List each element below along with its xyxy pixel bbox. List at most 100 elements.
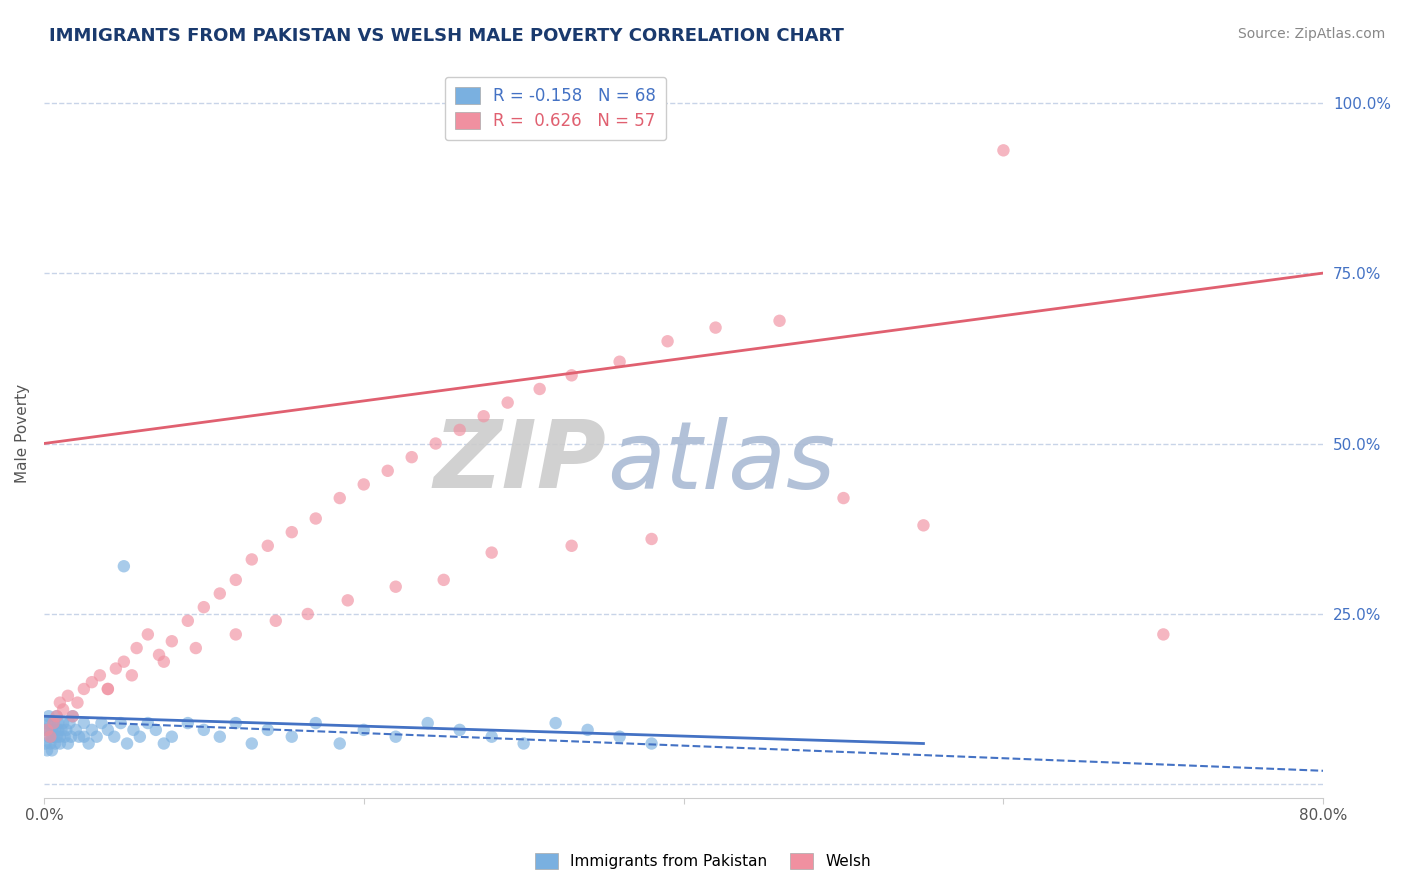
Point — [1152, 627, 1174, 641]
Point — [184, 641, 207, 656]
Point — [44, 723, 66, 737]
Point — [472, 409, 495, 424]
Point — [56, 737, 79, 751]
Point — [44, 737, 66, 751]
Point — [112, 559, 135, 574]
Point — [425, 436, 447, 450]
Text: atlas: atlas — [607, 417, 835, 508]
Point — [145, 723, 167, 737]
Point — [58, 716, 80, 731]
Point — [52, 702, 75, 716]
Point — [39, 730, 62, 744]
Point — [41, 723, 63, 737]
Point — [256, 723, 278, 737]
Point — [110, 716, 132, 731]
Point — [55, 723, 77, 737]
Point — [89, 668, 111, 682]
Point — [38, 730, 60, 744]
Y-axis label: Male Poverty: Male Poverty — [15, 384, 30, 483]
Point — [56, 689, 79, 703]
Point — [281, 730, 304, 744]
Point — [39, 716, 62, 731]
Point — [53, 730, 76, 744]
Point — [52, 716, 75, 731]
Point — [657, 334, 679, 349]
Point — [297, 607, 319, 621]
Point — [449, 723, 471, 737]
Point — [481, 730, 503, 744]
Point — [609, 730, 631, 744]
Point — [38, 709, 60, 723]
Point — [153, 737, 176, 751]
Point — [433, 573, 456, 587]
Point — [115, 737, 138, 751]
Point — [97, 681, 120, 696]
Point — [305, 511, 328, 525]
Point — [39, 737, 62, 751]
Legend: Immigrants from Pakistan, Welsh: Immigrants from Pakistan, Welsh — [529, 847, 877, 875]
Point — [177, 614, 200, 628]
Point — [35, 723, 58, 737]
Point — [90, 716, 112, 731]
Point — [73, 716, 96, 731]
Point — [377, 464, 399, 478]
Point — [45, 709, 67, 723]
Point — [496, 395, 519, 409]
Point — [121, 668, 143, 682]
Point — [640, 532, 662, 546]
Point — [240, 552, 263, 566]
Point — [97, 723, 120, 737]
Point — [481, 546, 503, 560]
Point — [41, 743, 63, 757]
Point — [609, 354, 631, 368]
Point — [80, 723, 103, 737]
Point — [336, 593, 359, 607]
Point — [51, 723, 73, 737]
Point — [160, 730, 183, 744]
Point — [225, 573, 247, 587]
Point — [264, 614, 287, 628]
Point — [49, 730, 72, 744]
Point — [35, 743, 58, 757]
Point — [49, 696, 72, 710]
Point — [103, 730, 125, 744]
Point — [122, 723, 145, 737]
Point — [281, 525, 304, 540]
Point — [993, 144, 1015, 158]
Point — [208, 586, 231, 600]
Point — [544, 716, 567, 731]
Point — [65, 723, 87, 737]
Point — [42, 716, 65, 731]
Point — [34, 737, 56, 751]
Point — [576, 723, 599, 737]
Point — [112, 655, 135, 669]
Point — [49, 737, 72, 751]
Point — [136, 627, 159, 641]
Point — [62, 709, 84, 723]
Point — [97, 681, 120, 696]
Point — [384, 730, 406, 744]
Point — [77, 737, 100, 751]
Point — [73, 681, 96, 696]
Point — [177, 716, 200, 731]
Point — [512, 737, 534, 751]
Point — [35, 716, 58, 731]
Point — [704, 320, 727, 334]
Point — [225, 627, 247, 641]
Point — [38, 723, 60, 737]
Point — [45, 730, 67, 744]
Point — [225, 716, 247, 731]
Point — [128, 730, 150, 744]
Point — [42, 716, 65, 731]
Text: ZIP: ZIP — [434, 417, 607, 508]
Point — [329, 491, 352, 505]
Point — [640, 737, 662, 751]
Point — [41, 730, 63, 744]
Point — [256, 539, 278, 553]
Point — [416, 716, 439, 731]
Point — [305, 716, 328, 731]
Point — [193, 723, 215, 737]
Point — [46, 716, 69, 731]
Point — [104, 661, 127, 675]
Point — [62, 709, 84, 723]
